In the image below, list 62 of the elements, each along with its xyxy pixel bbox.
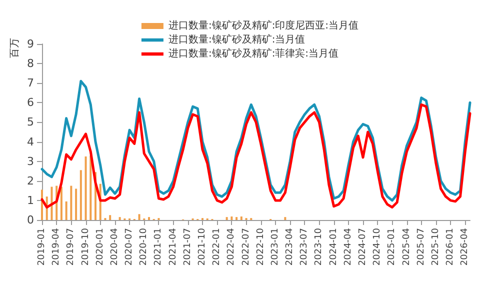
y-tick-label: 6 — [27, 96, 34, 110]
y-tick-label: 2 — [27, 174, 34, 188]
bar — [80, 170, 82, 220]
x-tick-label: 2022-01 — [212, 228, 222, 266]
x-tick-label: 2021-01 — [154, 228, 164, 266]
y-tick-label: 4 — [27, 135, 34, 148]
bar — [65, 201, 68, 220]
x-tick-label: 2020-07 — [124, 228, 135, 266]
y-tick-label: 0 — [27, 214, 34, 226]
x-tick-label: 2025-07 — [416, 228, 426, 266]
bar — [226, 217, 228, 220]
x-tick-label: 2023-01 — [270, 228, 280, 266]
x-tick-label: 2022-04 — [226, 228, 237, 266]
bar — [118, 217, 121, 220]
x-tick-label: 2019-10 — [80, 228, 91, 266]
x-tick-label: 2025-10 — [430, 228, 441, 266]
x-tick-label: 2020-01 — [95, 228, 106, 266]
x-tick-label: 2021-10 — [198, 228, 208, 266]
bar — [284, 217, 286, 220]
bar — [70, 186, 72, 220]
x-tick-label: 2019-07 — [66, 228, 76, 266]
x-tick-label: 2025-01 — [387, 228, 398, 266]
x-tick-label: 2023-07 — [300, 228, 310, 266]
x-tick-label: 2022-07 — [241, 228, 252, 266]
bar — [236, 217, 238, 220]
legend-label: 进口数量:镍矿砂及精矿:印度尼西亚:当月值 — [168, 20, 359, 32]
x-tick-label: 2024-01 — [328, 228, 339, 266]
x-tick-label: 2019-01 — [37, 228, 47, 266]
x-tick-label: 2024-04 — [343, 228, 354, 266]
x-tick-label: 2025-04 — [402, 228, 412, 266]
x-tick-label: 2023-10 — [314, 228, 324, 266]
bar — [84, 156, 87, 220]
x-tick-label: 2021-04 — [168, 228, 178, 266]
x-tick-label: 2024-10 — [372, 228, 383, 266]
bar — [75, 188, 78, 220]
bar — [138, 214, 140, 220]
y-tick-label: 9 — [27, 38, 34, 50]
y-tick-label: 8 — [27, 57, 34, 70]
x-tick-label: 2022-10 — [256, 228, 266, 266]
x-tick-label: 2024-07 — [358, 228, 368, 266]
y-tick-label: 5 — [27, 116, 34, 129]
bar — [148, 217, 150, 220]
legend-label: 进口数量:镍矿砂及精矿:当月值 — [168, 34, 306, 46]
x-tick-label: 2020-04 — [110, 228, 120, 266]
x-tick-label: 2023-04 — [285, 228, 296, 266]
x-tick-label: 2026-01 — [446, 228, 456, 266]
bar — [230, 216, 233, 220]
y-tick-label: 3 — [27, 154, 34, 168]
line-series — [40, 103, 472, 209]
bar — [109, 215, 112, 220]
x-tick-label: 2026-04 — [460, 228, 470, 266]
bar — [60, 186, 62, 220]
legend-label: 进口数量:镍矿砂及精矿:菲律宾:当月值 — [168, 48, 339, 60]
bar — [240, 216, 242, 220]
y-tick-label: 1 — [27, 194, 34, 207]
bar — [90, 155, 92, 220]
x-tick-label: 2020-10 — [139, 228, 150, 266]
y-tick-label: 7 — [27, 76, 34, 90]
x-tick-label: 2021-07 — [182, 228, 193, 266]
x-tick-label: 2019-04 — [52, 228, 62, 266]
y-axis-title: 百万 — [10, 38, 20, 58]
bar — [50, 186, 53, 220]
